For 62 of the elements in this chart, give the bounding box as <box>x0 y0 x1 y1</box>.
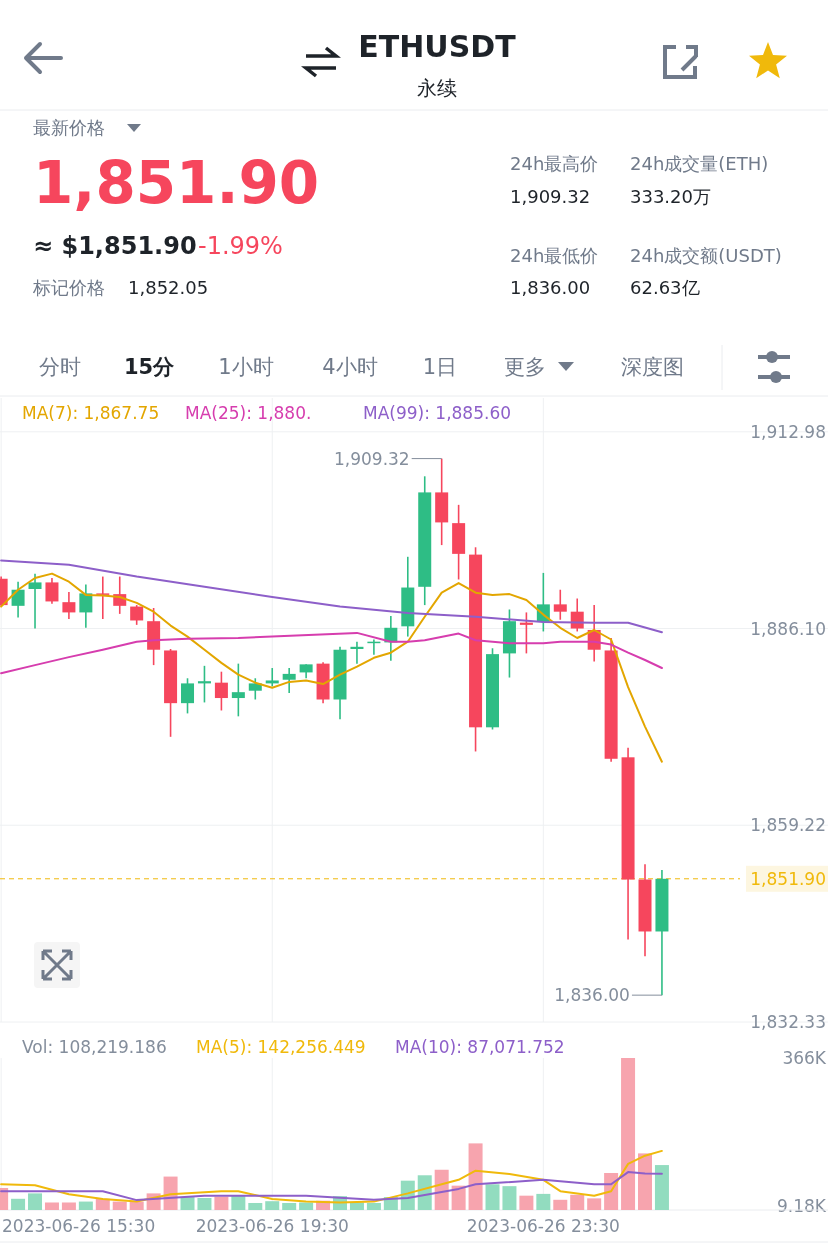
candlestick <box>96 575 110 620</box>
text: 24h成交量(ETH) <box>630 152 769 174</box>
text: 4小时 <box>322 355 378 379</box>
candlestick <box>130 604 144 626</box>
text: 24h最高价 <box>510 152 599 174</box>
text: -1.99% <box>198 232 283 260</box>
text: 24h成交额(USDT) <box>630 244 782 266</box>
y-tick-label: 9.18K <box>777 1196 827 1217</box>
x-tick-label: 2023-06-26 15:30 <box>2 1216 156 1236</box>
candlestick <box>231 662 245 718</box>
text: 15分 <box>123 355 176 379</box>
text: 24h最低价 <box>510 244 599 266</box>
line-series <box>0 1149 663 1204</box>
y-tick-label: 1,886.10 <box>750 618 826 639</box>
text: 深度图 <box>620 355 684 379</box>
line-series <box>0 572 663 763</box>
candlestick <box>553 588 567 621</box>
candlestick <box>282 667 296 694</box>
text: 1,836.00 <box>510 276 591 298</box>
ref-line-label: 1,851.90 <box>750 868 826 889</box>
candlestick <box>197 665 211 704</box>
text: 62.63亿 <box>630 276 700 298</box>
y-tick-label: 1,832.33 <box>750 1012 826 1032</box>
annotation: 1,909.32 <box>333 448 410 469</box>
candlestick <box>350 640 364 665</box>
text: 333.20万 <box>630 185 711 207</box>
text: 1日 <box>422 355 458 379</box>
x-tick-label: 2023-06-26 23:30 <box>466 1216 620 1236</box>
candlestick <box>248 677 262 701</box>
candlestick <box>11 580 25 619</box>
y-tick-label: 366K <box>782 1048 827 1068</box>
text: 永续 <box>417 76 457 100</box>
text: ETHUSDT <box>358 28 517 64</box>
candlestick <box>265 667 279 688</box>
candlestick <box>79 583 93 629</box>
text: 1,852.05 <box>128 276 209 298</box>
text: ≈ $1,851.90 <box>33 232 197 260</box>
candlestick <box>45 577 59 605</box>
annotation: 1,836.00 <box>554 985 630 1006</box>
text: MA(5): 142,256.449 <box>196 1037 366 1057</box>
text: 1,909.32 <box>510 185 591 207</box>
x-tick-label: 2023-06-26 19:30 <box>195 1216 349 1236</box>
y-tick-label: 1,859.22 <box>750 815 826 836</box>
text: Vol: 108,219.186 <box>22 1037 167 1057</box>
candlestick <box>214 670 228 712</box>
candlestick <box>181 677 195 715</box>
text: 最新价格 <box>33 116 105 138</box>
text: 分时 <box>39 355 81 379</box>
candlestick <box>28 572 42 630</box>
candlestick <box>62 591 76 620</box>
text: MA(7): 1,867.75 <box>22 403 160 423</box>
line-series <box>0 559 663 634</box>
line-series <box>0 1171 663 1202</box>
text: 标记价格 <box>32 276 105 298</box>
text: 1小时 <box>218 355 274 379</box>
text: MA(25): 1,880. <box>185 403 312 423</box>
text: 更多 <box>504 355 546 379</box>
text: 1,851.90 <box>33 149 320 217</box>
y-tick-label: 1,912.98 <box>750 421 826 442</box>
text: MA(99): 1,885.60 <box>363 403 512 423</box>
candlestick <box>519 611 533 655</box>
text: MA(10): 87,071.752 <box>395 1037 565 1057</box>
